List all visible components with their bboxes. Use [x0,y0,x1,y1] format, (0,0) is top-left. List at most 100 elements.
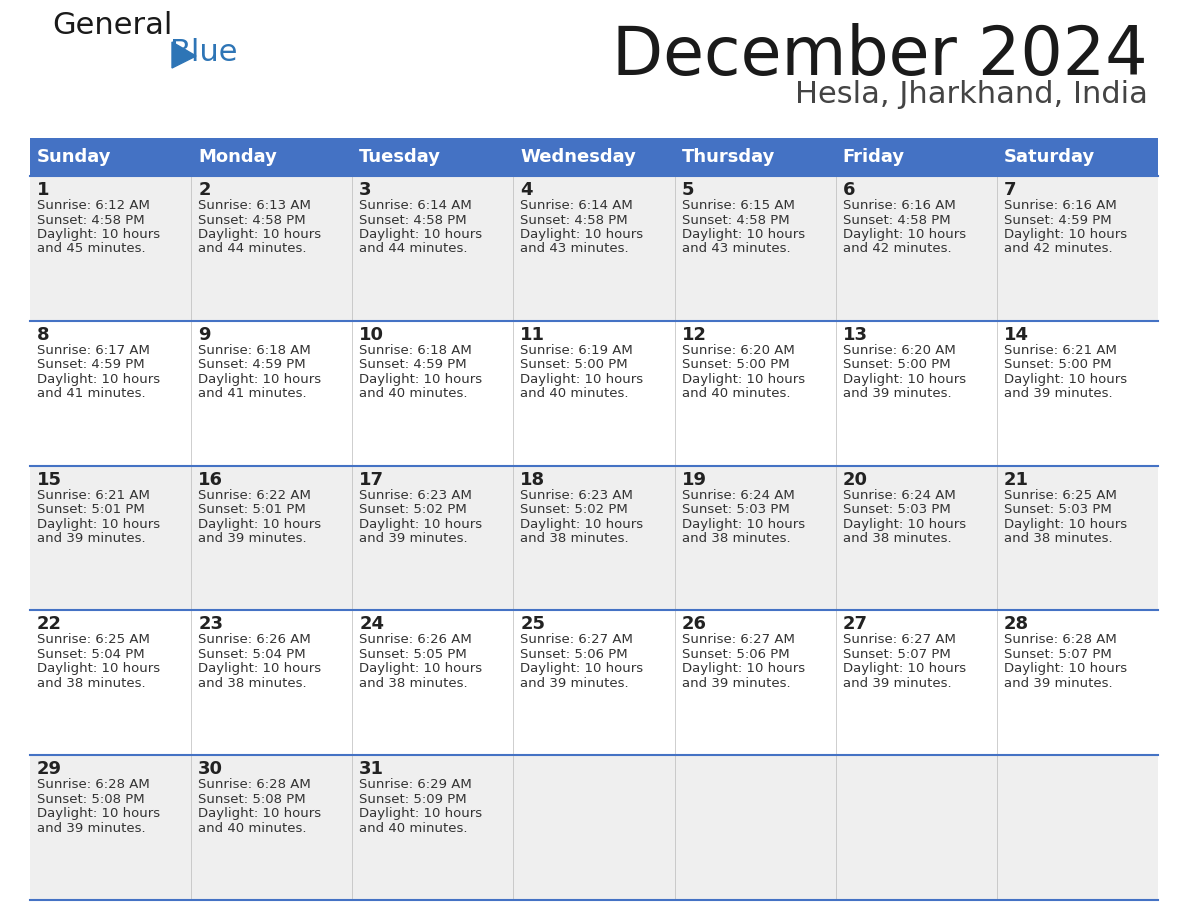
Text: Sunset: 5:07 PM: Sunset: 5:07 PM [1004,648,1112,661]
Bar [30,756,1158,900]
Text: 6: 6 [842,181,855,199]
Text: and 39 minutes.: and 39 minutes. [37,822,146,834]
Text: and 41 minutes.: and 41 minutes. [37,387,146,400]
Text: 2: 2 [198,181,210,199]
Text: and 43 minutes.: and 43 minutes. [520,242,630,255]
Text: Sunset: 5:09 PM: Sunset: 5:09 PM [359,793,467,806]
Text: and 38 minutes.: and 38 minutes. [37,677,146,690]
Text: Sunset: 4:58 PM: Sunset: 4:58 PM [359,214,467,227]
Text: 9: 9 [198,326,210,344]
Text: and 40 minutes.: and 40 minutes. [198,822,307,834]
Bar [675,138,835,176]
Text: 24: 24 [359,615,384,633]
Text: 31: 31 [359,760,384,778]
Text: 8: 8 [37,326,50,344]
Text: Sunset: 5:06 PM: Sunset: 5:06 PM [682,648,789,661]
Text: Daylight: 10 hours: Daylight: 10 hours [37,518,160,531]
Text: Sunset: 5:00 PM: Sunset: 5:00 PM [1004,358,1112,371]
Text: and 39 minutes.: and 39 minutes. [842,677,952,690]
Text: and 39 minutes.: and 39 minutes. [37,532,146,545]
Text: 21: 21 [1004,471,1029,488]
Text: Sunset: 5:08 PM: Sunset: 5:08 PM [37,793,145,806]
Text: 19: 19 [682,471,707,488]
Text: Daylight: 10 hours: Daylight: 10 hours [1004,373,1127,386]
Text: Daylight: 10 hours: Daylight: 10 hours [842,373,966,386]
Text: Sunrise: 6:24 AM: Sunrise: 6:24 AM [842,488,955,501]
Text: and 39 minutes.: and 39 minutes. [1004,677,1112,690]
Text: Daylight: 10 hours: Daylight: 10 hours [198,373,321,386]
Text: Daylight: 10 hours: Daylight: 10 hours [359,373,482,386]
Text: and 39 minutes.: and 39 minutes. [1004,387,1112,400]
Text: 30: 30 [198,760,223,778]
Text: and 42 minutes.: and 42 minutes. [842,242,952,255]
Bar [30,465,1158,610]
Polygon shape [172,42,196,68]
Bar [30,138,191,176]
Text: 7: 7 [1004,181,1017,199]
Text: and 40 minutes.: and 40 minutes. [520,387,628,400]
Text: Sunrise: 6:16 AM: Sunrise: 6:16 AM [1004,199,1117,212]
Text: Sunrise: 6:12 AM: Sunrise: 6:12 AM [37,199,150,212]
Text: Sunset: 5:02 PM: Sunset: 5:02 PM [520,503,628,516]
Text: Monday: Monday [198,148,277,166]
Text: Sunrise: 6:16 AM: Sunrise: 6:16 AM [842,199,955,212]
Text: Sunset: 5:03 PM: Sunset: 5:03 PM [1004,503,1112,516]
Text: Daylight: 10 hours: Daylight: 10 hours [37,228,160,241]
Bar [191,138,353,176]
Text: 13: 13 [842,326,867,344]
Text: 4: 4 [520,181,533,199]
Text: Daylight: 10 hours: Daylight: 10 hours [198,228,321,241]
Text: Sunset: 4:59 PM: Sunset: 4:59 PM [198,358,305,371]
Text: Daylight: 10 hours: Daylight: 10 hours [1004,518,1127,531]
Text: 5: 5 [682,181,694,199]
Text: and 39 minutes.: and 39 minutes. [520,677,630,690]
Text: Sunrise: 6:15 AM: Sunrise: 6:15 AM [682,199,795,212]
Text: Daylight: 10 hours: Daylight: 10 hours [682,228,804,241]
Text: Daylight: 10 hours: Daylight: 10 hours [682,373,804,386]
Bar [30,610,1158,756]
Text: Tuesday: Tuesday [359,148,441,166]
Text: Sunset: 5:05 PM: Sunset: 5:05 PM [359,648,467,661]
Text: and 43 minutes.: and 43 minutes. [682,242,790,255]
Text: Sunrise: 6:14 AM: Sunrise: 6:14 AM [520,199,633,212]
Text: Sunset: 5:04 PM: Sunset: 5:04 PM [37,648,145,661]
Text: Sunset: 5:03 PM: Sunset: 5:03 PM [682,503,789,516]
Text: 23: 23 [198,615,223,633]
Text: 1: 1 [37,181,50,199]
Text: Sunset: 5:07 PM: Sunset: 5:07 PM [842,648,950,661]
Text: Sunrise: 6:23 AM: Sunrise: 6:23 AM [520,488,633,501]
Text: 11: 11 [520,326,545,344]
Text: Daylight: 10 hours: Daylight: 10 hours [198,518,321,531]
Bar [30,320,1158,465]
Text: Sunset: 4:59 PM: Sunset: 4:59 PM [1004,214,1112,227]
Text: Sunrise: 6:18 AM: Sunrise: 6:18 AM [198,344,311,357]
Text: and 44 minutes.: and 44 minutes. [359,242,468,255]
Text: Sunset: 4:58 PM: Sunset: 4:58 PM [37,214,145,227]
Text: Sunrise: 6:25 AM: Sunrise: 6:25 AM [37,633,150,646]
Text: and 42 minutes.: and 42 minutes. [1004,242,1112,255]
Text: Daylight: 10 hours: Daylight: 10 hours [359,518,482,531]
Text: and 38 minutes.: and 38 minutes. [1004,532,1112,545]
Text: Sunrise: 6:18 AM: Sunrise: 6:18 AM [359,344,472,357]
Text: and 38 minutes.: and 38 minutes. [682,532,790,545]
Text: 15: 15 [37,471,62,488]
Text: Sunrise: 6:27 AM: Sunrise: 6:27 AM [520,633,633,646]
Text: 18: 18 [520,471,545,488]
Text: Sunrise: 6:27 AM: Sunrise: 6:27 AM [682,633,795,646]
Text: 28: 28 [1004,615,1029,633]
Text: and 38 minutes.: and 38 minutes. [198,677,307,690]
Text: Sunrise: 6:21 AM: Sunrise: 6:21 AM [37,488,150,501]
Text: Sunrise: 6:17 AM: Sunrise: 6:17 AM [37,344,150,357]
Text: Sunrise: 6:19 AM: Sunrise: 6:19 AM [520,344,633,357]
Text: Daylight: 10 hours: Daylight: 10 hours [198,663,321,676]
Text: Daylight: 10 hours: Daylight: 10 hours [359,807,482,820]
Text: Sunrise: 6:28 AM: Sunrise: 6:28 AM [37,778,150,791]
Text: Sunrise: 6:25 AM: Sunrise: 6:25 AM [1004,488,1117,501]
Text: 17: 17 [359,471,384,488]
Text: Daylight: 10 hours: Daylight: 10 hours [1004,663,1127,676]
Text: 3: 3 [359,181,372,199]
Text: and 44 minutes.: and 44 minutes. [198,242,307,255]
Text: Sunrise: 6:28 AM: Sunrise: 6:28 AM [1004,633,1117,646]
Text: and 39 minutes.: and 39 minutes. [682,677,790,690]
Bar [353,138,513,176]
